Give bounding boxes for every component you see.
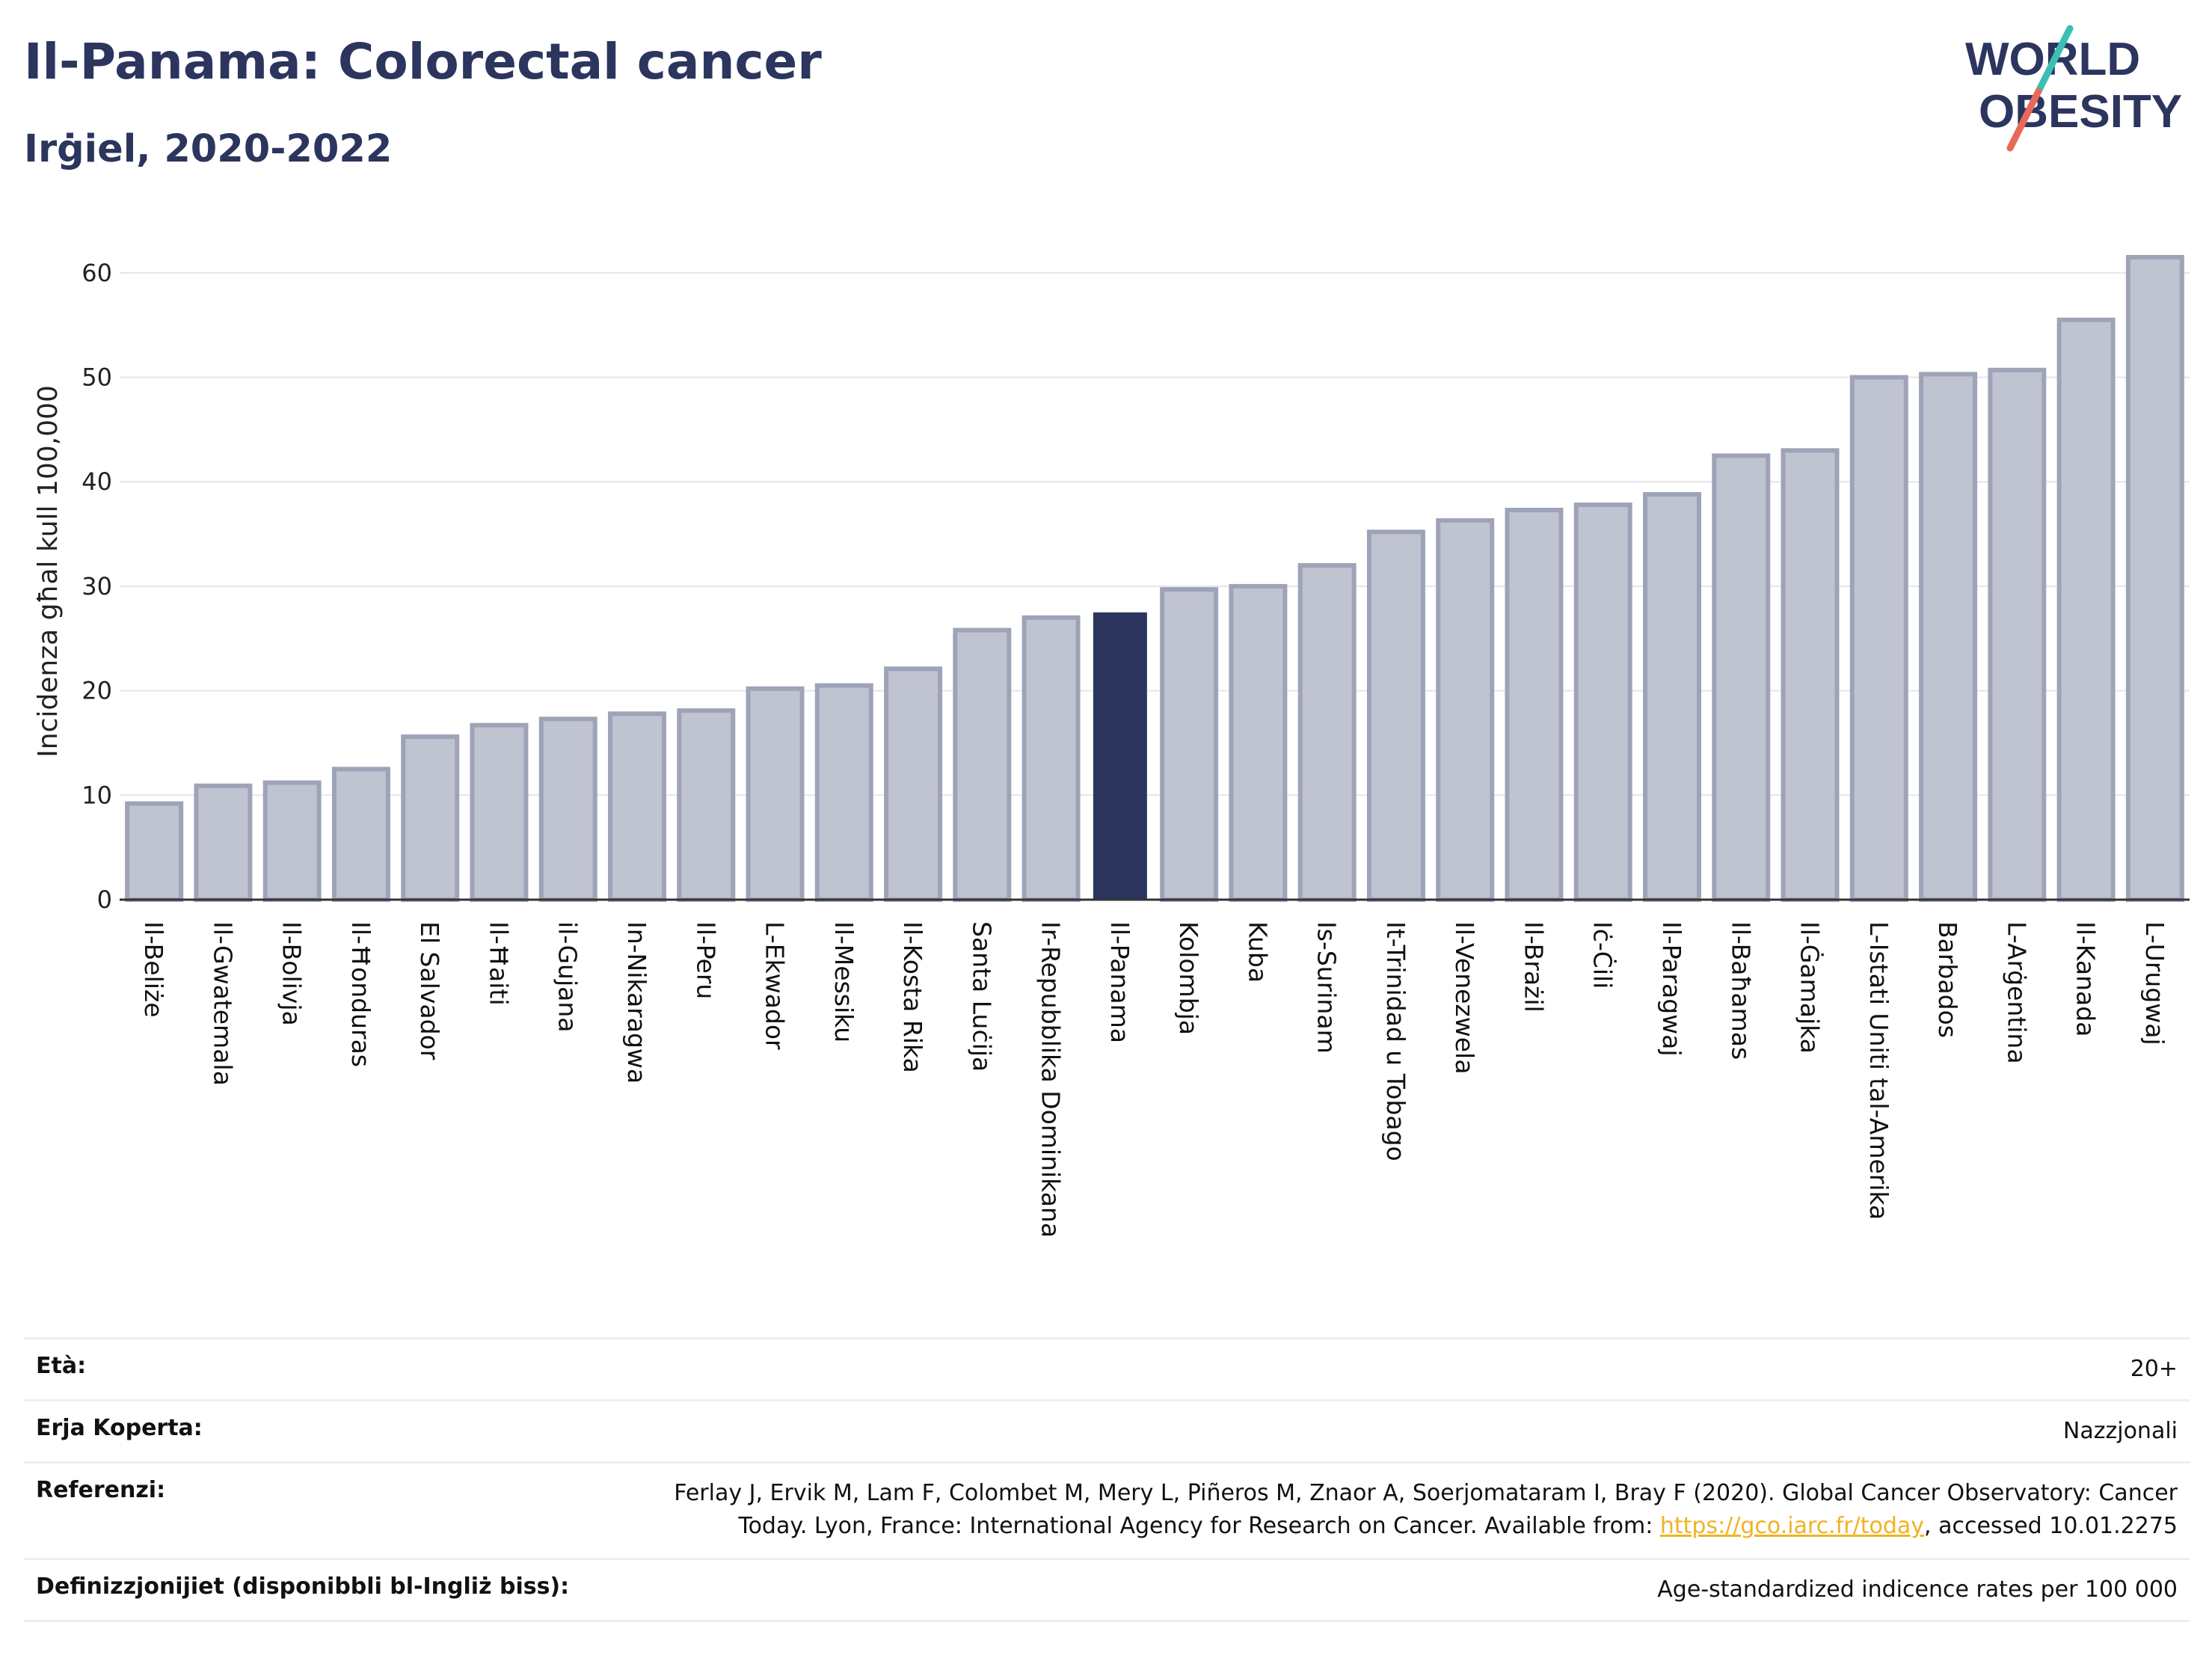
references-link[interactable]: https://gco.iarc.fr/today	[1659, 1513, 1925, 1539]
x-tick-label: L-Istati Uniti tal-Amerika	[1864, 921, 1893, 1220]
x-tick-label: Barbados	[1933, 921, 1962, 1038]
bar	[1988, 367, 2047, 902]
bar	[1781, 448, 1840, 902]
bar	[1093, 612, 1147, 900]
bar	[1505, 507, 1564, 902]
y-axis-label: Incidenza għal kull 100,000	[33, 385, 64, 758]
page-subtitle: Irġiel, 2020-2022	[24, 127, 393, 171]
bar	[2125, 254, 2184, 902]
x-tick-label: Il-Beliże	[139, 921, 168, 1018]
bar	[1297, 562, 1357, 902]
bar	[1229, 583, 1288, 903]
area-label: Erja Koperta:	[36, 1415, 203, 1441]
bar	[194, 783, 253, 902]
age-value: 20+	[2130, 1356, 2178, 1382]
y-tick-label: 50	[82, 363, 112, 392]
world-obesity-logo: WORLD OBESITY	[1965, 25, 2182, 152]
bar	[262, 780, 322, 902]
y-tick-label: 30	[82, 572, 112, 601]
x-tick-label: Il-Messiku	[829, 921, 858, 1043]
x-tick-label: Iċ-Ċili	[1588, 921, 1618, 989]
logo-slash-coral	[2006, 87, 2042, 152]
references-label: Referenzi:	[36, 1477, 166, 1503]
x-tick-label: Kolombja	[1174, 921, 1203, 1035]
y-tick-label: 40	[82, 467, 112, 496]
y-tick-label: 10	[82, 781, 112, 809]
bar	[1643, 491, 1701, 902]
x-tick-label: L-Urugwaj	[2140, 921, 2169, 1045]
x-tick-label: El Salvador	[415, 921, 444, 1060]
x-tick-label: il-Gujana	[553, 921, 583, 1032]
bar	[746, 686, 805, 902]
bar	[608, 711, 666, 903]
references-line-2-start: Today. Lyon, France: International Agenc…	[738, 1513, 1660, 1539]
x-tick-label: Il-Ħaiti	[484, 921, 513, 1006]
references-value: Ferlay J, Ervik M, Lam F, Colombet M, Me…	[674, 1477, 2178, 1543]
info-row-area: Erja Koperta: Nazzjonali	[24, 1399, 2190, 1461]
info-row-age: Età: 20+	[24, 1337, 2190, 1399]
logo-slash-teal	[2035, 25, 2074, 95]
bar	[884, 666, 943, 903]
y-tick-label: 60	[82, 259, 112, 287]
y-tick-labels: 0 10 20 30 40 50 60	[82, 259, 112, 914]
references-line-1: Ferlay J, Ervik M, Lam F, Colombet M, Me…	[674, 1480, 2178, 1506]
bar	[538, 716, 597, 903]
bar	[1021, 615, 1081, 902]
bar	[1366, 529, 1425, 902]
bars	[125, 254, 2184, 903]
x-tick-label: Il-Gwatemala	[208, 921, 237, 1086]
y-tick-label: 20	[82, 677, 112, 705]
x-tick-label: Il-Kosta Rika	[898, 921, 927, 1073]
x-tick-label: It-Trinidad u Tobago	[1381, 921, 1410, 1161]
bar	[677, 708, 736, 902]
bar	[2056, 317, 2116, 902]
bar	[1573, 502, 1632, 902]
references-line-2-end: , accessed 10.01.2275	[1924, 1513, 2178, 1539]
bar	[1436, 518, 1495, 902]
x-tick-label: Il-Paragwaj	[1657, 921, 1686, 1057]
bar	[401, 734, 460, 903]
age-label: Età:	[36, 1353, 87, 1379]
x-tick-labels: Il-Beliże Il-Gwatemala Il-Bolivja Il-Ħondur…	[139, 921, 2169, 1238]
bar	[814, 683, 873, 903]
bar-chart: 0 10 20 30 40 50 60 Il-Beliże Il-Gwatemala Il-Bo…	[33, 254, 2190, 1238]
bar	[1160, 587, 1219, 902]
x-tick-label: L-Arġentina	[2002, 921, 2031, 1064]
area-value: Nazzjonali	[2062, 1418, 2178, 1444]
bar	[470, 722, 529, 903]
x-tick-label: Il-Ħonduras	[346, 921, 375, 1067]
bar	[125, 801, 184, 902]
info-table: Età: 20+ Erja Koperta: Nazzjonali Refere…	[24, 1337, 2190, 1622]
x-tick-label: Il-Brażil	[1519, 921, 1548, 1013]
info-row-references: Referenzi: Ferlay J, Ervik M, Lam F, Col…	[24, 1461, 2190, 1558]
y-tick-label: 0	[97, 885, 112, 914]
x-tick-label: L-Ekwador	[761, 921, 790, 1050]
x-tick-label: Il-Baħamas	[1726, 921, 1755, 1060]
bar	[953, 627, 1012, 903]
grid-lines	[120, 271, 2190, 796]
x-tick-label: Kuba	[1243, 921, 1272, 983]
x-tick-label: Il-Ġamajka	[1795, 921, 1825, 1054]
bar	[1712, 453, 1771, 902]
x-tick-label: Is-Surinam	[1312, 921, 1342, 1054]
page-title: Il-Panama: Colorectal cancer	[24, 33, 822, 90]
x-tick-label: Il-Kanada	[2071, 921, 2101, 1037]
bar	[1849, 375, 1908, 902]
definitions-value: Age-standardized indicence rates per 100…	[1657, 1576, 2178, 1603]
x-tick-label: Il-Panama	[1105, 921, 1134, 1043]
x-tick-label: Il-Bolivja	[277, 921, 307, 1026]
x-tick-label: Il-Peru	[691, 921, 720, 999]
bar	[331, 767, 390, 903]
x-tick-label: Santa Luċija	[967, 921, 996, 1072]
info-row-definitions: Definizzjonijiet (disponibbli bl-Ingliż …	[24, 1558, 2190, 1622]
definitions-label: Definizzjonijiet (disponibbli bl-Ingliż …	[36, 1573, 570, 1600]
logo-text-obesity: OBESITY	[1979, 86, 2182, 138]
references-line-2: Today. Lyon, France: International Agenc…	[674, 1510, 2178, 1543]
x-tick-label: Il-Venezwela	[1450, 921, 1479, 1074]
bar	[1919, 372, 1978, 902]
x-tick-label: In-Nikaragwa	[622, 921, 651, 1084]
x-tick-label: Ir-Repubblika Dominikana	[1036, 921, 1066, 1238]
